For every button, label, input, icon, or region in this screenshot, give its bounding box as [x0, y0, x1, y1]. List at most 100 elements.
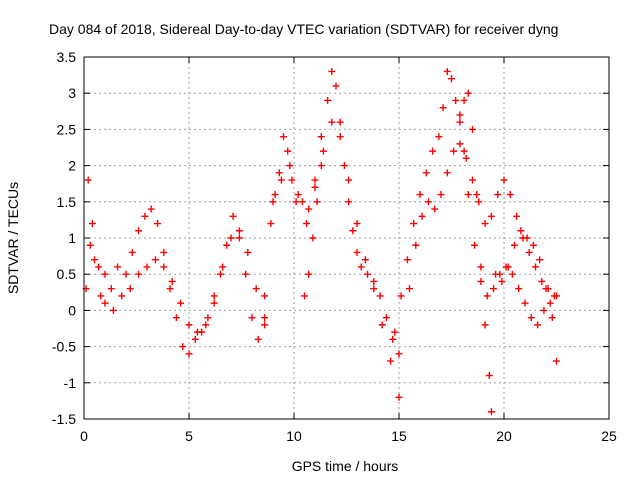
series-track-i — [492, 227, 560, 365]
data-point — [525, 248, 533, 256]
data-point — [242, 270, 250, 278]
data-point — [481, 220, 489, 228]
data-point — [305, 205, 313, 213]
data-point — [101, 299, 109, 307]
data-point — [107, 285, 115, 293]
data-point — [469, 125, 476, 133]
data-point — [448, 75, 455, 83]
data-point — [473, 191, 481, 199]
x-axis-ticks: 0 5 10 15 20 25 — [80, 57, 617, 444]
data-point — [109, 306, 117, 314]
data-point — [422, 169, 430, 177]
series-track-d — [269, 118, 403, 401]
data-point — [443, 67, 451, 75]
series-track-e — [301, 162, 325, 300]
data-point — [313, 198, 321, 206]
data-point — [353, 248, 361, 256]
y-tick-label: 0 — [68, 302, 76, 318]
data-point — [485, 372, 493, 380]
data-point — [126, 285, 134, 293]
y-tick-label: 0.5 — [57, 266, 77, 282]
data-point — [301, 292, 308, 300]
data-point — [141, 212, 149, 220]
data-point — [406, 285, 413, 293]
data-point — [336, 133, 344, 141]
data-point — [160, 248, 168, 256]
data-point — [168, 277, 176, 285]
data-point — [529, 241, 537, 249]
data-point — [122, 270, 130, 278]
x-tick-label: 0 — [80, 428, 88, 444]
data-point — [311, 183, 319, 191]
data-point — [227, 234, 235, 242]
data-point — [382, 314, 390, 322]
data-point — [532, 263, 539, 271]
data-point — [118, 292, 126, 300]
data-point — [345, 198, 353, 206]
data-point — [292, 198, 300, 206]
data-point — [443, 169, 451, 177]
data-point — [475, 198, 483, 206]
data-point — [410, 220, 418, 228]
data-point — [548, 314, 556, 322]
data-point — [481, 321, 489, 329]
data-point — [487, 408, 495, 416]
data-point — [349, 227, 357, 235]
data-point — [460, 96, 468, 104]
data-point — [202, 321, 210, 329]
data-point — [95, 263, 103, 271]
y-tick-label: 1.5 — [57, 194, 77, 210]
data-point — [395, 350, 403, 358]
data-point — [86, 241, 94, 249]
data-point — [357, 263, 365, 271]
data-point — [364, 270, 371, 278]
data-point — [370, 285, 378, 293]
data-point — [490, 285, 497, 293]
y-tick-label: 2.5 — [57, 121, 77, 137]
data-point — [345, 176, 353, 184]
data-point — [517, 227, 525, 235]
data-point — [219, 263, 227, 271]
data-point — [456, 111, 464, 119]
data-point — [235, 227, 243, 235]
data-point — [305, 270, 313, 278]
data-point — [439, 104, 447, 112]
y-tick-label: -1 — [64, 375, 77, 391]
data-point — [277, 176, 285, 184]
data-point — [538, 277, 546, 285]
data-point — [298, 198, 306, 206]
data-point — [210, 292, 218, 300]
data-point — [450, 147, 458, 155]
data-point — [143, 263, 151, 271]
data-point — [91, 256, 98, 264]
data-point — [515, 285, 523, 293]
data-point — [340, 162, 348, 170]
y-tick-label: -0.5 — [52, 339, 76, 355]
data-point — [217, 270, 224, 278]
x-tick-label: 5 — [185, 428, 193, 444]
data-point — [309, 234, 317, 242]
data-point — [261, 314, 269, 322]
y-tick-label: 3.5 — [57, 49, 77, 65]
data-point — [469, 176, 476, 184]
data-point — [147, 205, 155, 213]
series-track-h — [456, 89, 495, 416]
data-point — [286, 162, 294, 170]
x-tick-label: 25 — [601, 428, 617, 444]
data-point — [429, 147, 437, 155]
series-track-c — [261, 67, 403, 358]
data-point — [494, 191, 502, 199]
data-point — [492, 270, 500, 278]
data-point — [294, 191, 302, 199]
data-point — [166, 285, 174, 293]
data-point — [210, 299, 218, 307]
data-point — [97, 292, 105, 300]
data-point — [542, 285, 550, 293]
data-point — [261, 292, 269, 300]
data-point — [267, 220, 275, 228]
data-point — [128, 248, 136, 256]
data-point — [101, 270, 109, 278]
series-track-f — [391, 67, 560, 336]
data-point — [487, 212, 495, 220]
